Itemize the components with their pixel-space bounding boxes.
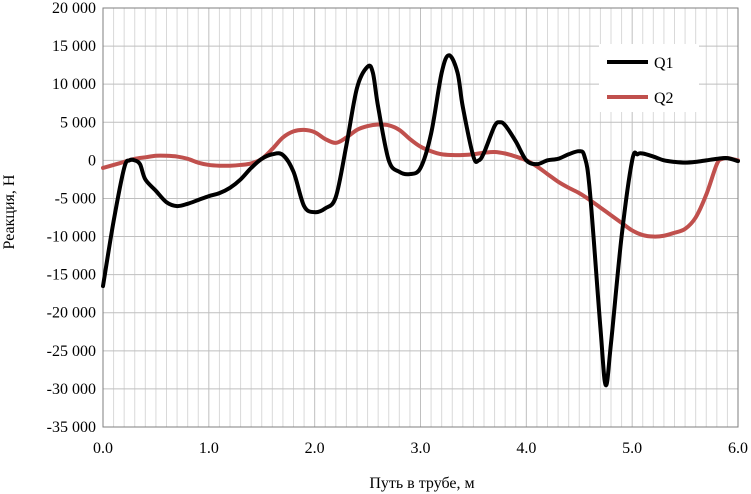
series-layer [101,53,740,388]
x-tick-label: 4.0 [516,440,536,457]
series-line-q1 [101,53,740,388]
x-tick-label: 3.0 [411,440,431,457]
y-tick-label: -15 000 [47,267,96,284]
x-tick-label: 6.0 [728,440,748,457]
x-axis-label: Путь в трубе, м [369,475,474,492]
x-tick-labels: 0.0 1.0 2.0 3.0 4.0 5.0 6.0 [93,440,748,457]
minor-grid [113,8,728,427]
y-tick-label: 5 000 [60,114,96,131]
x-tick-label: 2.0 [305,440,325,457]
plot-area-border [102,7,739,428]
y-tick-label: -35 000 [47,419,96,436]
y-tick-label: -30 000 [47,381,96,398]
legend-box [599,44,699,112]
y-tick-label: -25 000 [47,343,96,360]
y-axis-label: Реакция, Н [1,174,18,249]
y-tick-label: -10 000 [47,229,96,246]
y-tick-label: 10 000 [52,76,96,93]
legend: Q1 Q2 [599,44,699,112]
x-tick-label: 0.0 [93,440,113,457]
y-tick-label: -5 000 [55,190,96,207]
y-tick-label: 0 [88,152,96,169]
y-tick-label: -20 000 [47,305,96,322]
y-tick-labels: 20 000 15 000 10 000 5 000 0 -5 000 -10 000 -15… [47,0,96,436]
x-tick-label: 5.0 [622,440,642,457]
legend-label-q1: Q1 [654,55,674,72]
y-tick-label: 15 000 [52,38,96,55]
x-tick-label: 1.0 [199,440,219,457]
legend-label-q2: Q2 [654,90,674,107]
y-tick-label: 20 000 [52,0,96,17]
